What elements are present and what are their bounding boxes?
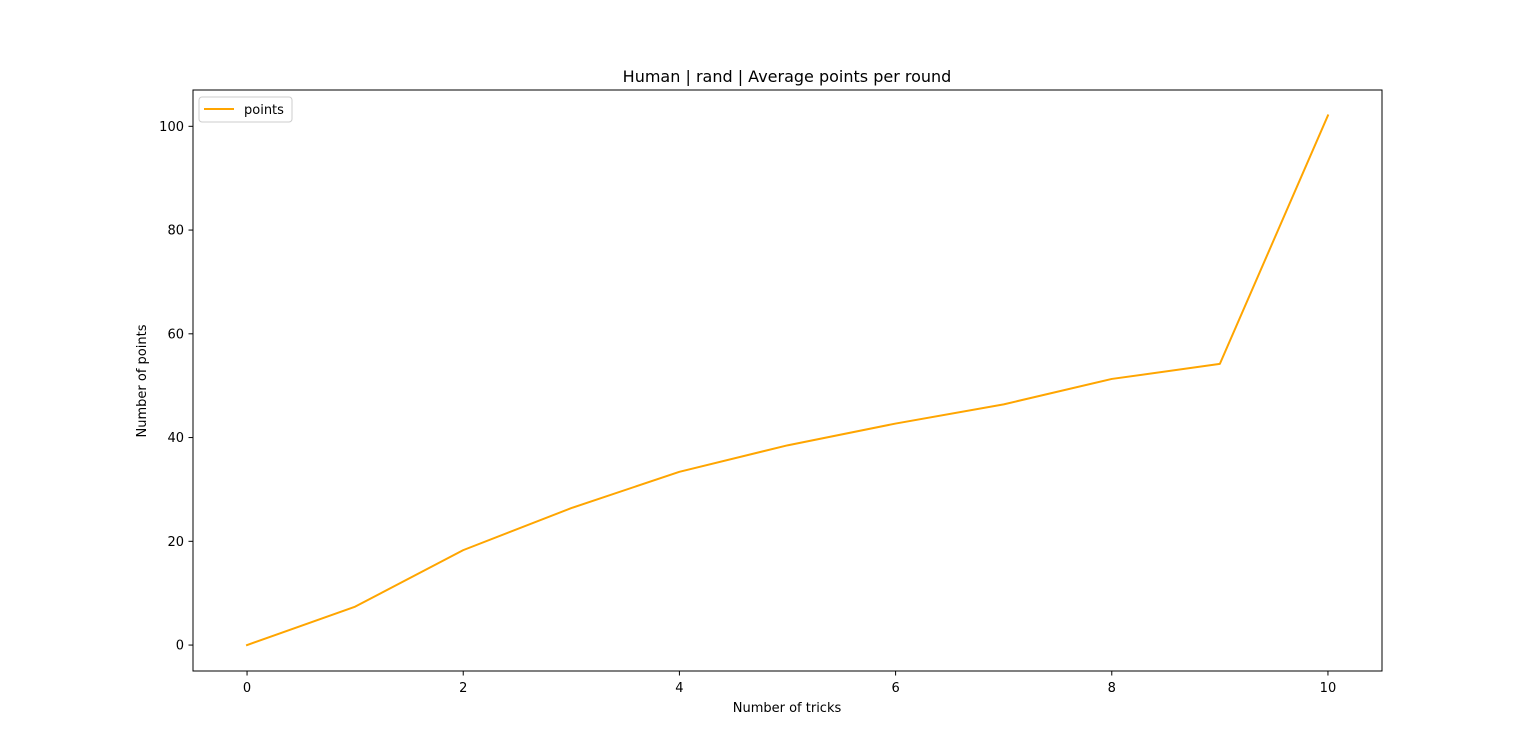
data-point bbox=[895, 423, 897, 425]
data-point bbox=[1327, 114, 1329, 116]
x-tick-label: 6 bbox=[891, 681, 899, 696]
y-tick-label: 80 bbox=[167, 224, 184, 239]
y-tick-label: 100 bbox=[159, 120, 184, 135]
data-point bbox=[1111, 378, 1113, 380]
legend-box bbox=[198, 96, 293, 123]
y-tick-label: 60 bbox=[167, 327, 184, 342]
data-point bbox=[246, 644, 248, 646]
x-tick-label: 4 bbox=[675, 681, 683, 696]
x-tick-label: 8 bbox=[1108, 681, 1116, 696]
y-tick-label: 40 bbox=[167, 431, 184, 446]
x-tick-label: 10 bbox=[1320, 681, 1337, 696]
data-point bbox=[570, 507, 572, 509]
data-point bbox=[354, 606, 356, 608]
legend-label-points: points bbox=[244, 103, 284, 118]
data-point bbox=[1003, 403, 1005, 405]
legend: points bbox=[198, 96, 293, 123]
data-point bbox=[462, 549, 464, 551]
series-line-points bbox=[245, 114, 1330, 647]
y-tick-label: 20 bbox=[167, 535, 184, 550]
data-point bbox=[1219, 363, 1221, 365]
plot-area bbox=[245, 114, 1330, 647]
data-point bbox=[787, 444, 789, 446]
plot-frame bbox=[192, 89, 1383, 672]
chart-title: Human | rand | Average points per round bbox=[623, 67, 952, 86]
x-axis-label: Number of tricks bbox=[733, 701, 842, 716]
y-axis-label: Number of points bbox=[135, 324, 150, 437]
x-tick-label: 0 bbox=[243, 681, 251, 696]
x-axis-ticks: 0 2 4 6 8 10 bbox=[243, 671, 1336, 696]
y-axis-ticks: 0 20 40 60 80 100 bbox=[159, 120, 193, 654]
data-point bbox=[678, 471, 680, 473]
y-tick-label: 0 bbox=[176, 639, 184, 654]
x-tick-label: 2 bbox=[459, 681, 467, 696]
